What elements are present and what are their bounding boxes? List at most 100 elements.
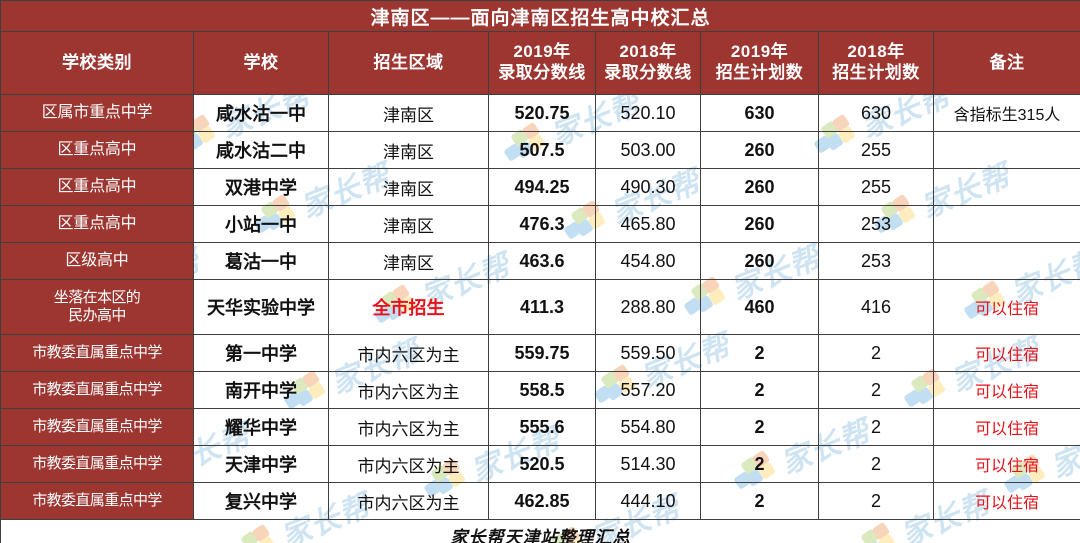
cell-plan-2019: 2 xyxy=(700,371,819,409)
cell-plan-2018: 255 xyxy=(818,131,934,169)
cell-category: 区重点高中 xyxy=(0,205,194,243)
column-header-note: 备注 xyxy=(932,31,1080,95)
cell-plan-2018: 2 xyxy=(818,334,934,372)
cell-score-2018: 503.00 xyxy=(595,131,701,169)
cell-area: 市内六区为主 xyxy=(328,371,489,409)
cell-area: 市内六区为主 xyxy=(328,408,489,446)
cell-score-2018: 444.10 xyxy=(595,482,701,520)
cell-area: 津南区 xyxy=(328,94,489,132)
cell-score-2018: 454.80 xyxy=(595,242,701,280)
table-row: 区重点高中 双港中学 津南区 494.25 490.30 260 255 xyxy=(0,168,1080,206)
column-header-line1: 2019年 xyxy=(513,42,571,62)
cell-plan-2018: 2 xyxy=(818,445,934,483)
cell-plan-2019: 260 xyxy=(700,131,819,169)
cell-note xyxy=(932,205,1080,243)
cell-plan-2018: 2 xyxy=(818,371,934,409)
column-header-score2019: 2019年 录取分数线 xyxy=(488,31,596,95)
cell-plan-2019: 2 xyxy=(700,445,819,483)
cell-score-2019: 555.6 xyxy=(488,408,596,446)
cell-plan-2018: 253 xyxy=(818,205,934,243)
column-header-school: 学校 xyxy=(193,31,329,95)
cell-school: 复兴中学 xyxy=(193,482,329,520)
cell-score-2018: 514.30 xyxy=(595,445,701,483)
cell-score-2019: 507.5 xyxy=(488,131,596,169)
column-header-line1: 2018年 xyxy=(847,42,905,62)
cell-plan-2019: 260 xyxy=(700,168,819,206)
table-row: 坐落在本区的 民办高中 天华实验中学 全市招生 411.3 288.80 460 416 可以住… xyxy=(0,279,1080,335)
cell-score-2019: 558.5 xyxy=(488,371,596,409)
cell-school: 耀华中学 xyxy=(193,408,329,446)
column-header-area: 招生区域 xyxy=(328,31,489,95)
cell-school: 咸水沽二中 xyxy=(193,131,329,169)
cell-category: 市教委直属重点中学 xyxy=(0,482,194,520)
cell-area: 全市招生 xyxy=(328,279,489,335)
column-header-plan2019: 2019年 招生计划数 xyxy=(700,31,819,95)
cell-area: 津南区 xyxy=(328,131,489,169)
column-header-line2: 招生计划数 xyxy=(832,63,920,82)
cell-area: 市内六区为主 xyxy=(328,334,489,372)
cell-area: 津南区 xyxy=(328,242,489,280)
cell-category: 坐落在本区的 民办高中 xyxy=(0,279,194,335)
column-header-label: 招生区域 xyxy=(373,52,444,72)
table-row: 区重点高中 小站一中 津南区 476.3 465.80 260 253 xyxy=(0,205,1080,243)
column-header-line1: 2018年 xyxy=(619,42,677,62)
table-title: 津南区——面向津南区招生高中校汇总 xyxy=(0,0,1080,32)
cell-note: 含指标生315人 xyxy=(932,94,1080,132)
cell-school: 咸水沽一中 xyxy=(193,94,329,132)
cell-school: 双港中学 xyxy=(193,168,329,206)
footer-credit: 家长帮天津站整理汇总 xyxy=(0,519,1080,543)
table-row: 市教委直属重点中学 耀华中学 市内六区为主 555.6 554.80 2 2 可以住宿 xyxy=(0,408,1080,446)
cell-area: 市内六区为主 xyxy=(328,445,489,483)
cell-plan-2019: 260 xyxy=(700,242,819,280)
cell-plan-2019: 2 xyxy=(700,334,819,372)
cell-score-2018: 554.80 xyxy=(595,408,701,446)
table-row: 区属市重点中学 咸水沽一中 津南区 520.75 520.10 630 630 含指标生315… xyxy=(0,94,1080,132)
cell-category: 市教委直属重点中学 xyxy=(0,334,194,372)
column-header-line1: 2019年 xyxy=(730,42,789,62)
cell-school: 天津中学 xyxy=(193,445,329,483)
cell-score-2018: 557.20 xyxy=(595,371,701,409)
cell-category: 区级高中 xyxy=(0,242,194,280)
column-header-label: 备注 xyxy=(989,52,1025,72)
column-header-score2018: 2018年 录取分数线 xyxy=(595,31,701,95)
cell-score-2019: 520.75 xyxy=(488,94,596,132)
cell-score-2019: 494.25 xyxy=(488,168,596,206)
cell-plan-2018: 630 xyxy=(818,94,934,132)
column-header-line2: 录取分数线 xyxy=(604,63,692,82)
cell-score-2019: 559.75 xyxy=(488,334,596,372)
cell-school: 南开中学 xyxy=(193,371,329,409)
cell-score-2018: 490.30 xyxy=(595,168,701,206)
cell-plan-2019: 2 xyxy=(700,408,819,446)
cell-note: 可以住宿 xyxy=(932,279,1080,335)
column-header-line2: 招生计划数 xyxy=(715,63,804,82)
cell-score-2019: 411.3 xyxy=(488,279,596,335)
cell-note: 可以住宿 xyxy=(932,371,1080,409)
cell-plan-2019: 630 xyxy=(700,94,819,132)
cell-category-line2: 民办高中 xyxy=(68,307,126,324)
cell-note xyxy=(932,168,1080,206)
cell-category: 区重点高中 xyxy=(0,168,194,206)
table-row: 区级高中 葛沽一中 津南区 463.6 454.80 260 253 xyxy=(0,242,1080,280)
column-header-label: 学校 xyxy=(243,52,279,72)
cell-category: 区属市重点中学 xyxy=(0,94,194,132)
cell-note: 可以住宿 xyxy=(932,445,1080,483)
cell-plan-2018: 253 xyxy=(818,242,934,280)
table-row: 区重点高中 咸水沽二中 津南区 507.5 503.00 260 255 xyxy=(0,131,1080,169)
column-header-category: 学校类别 xyxy=(0,31,194,95)
cell-category: 市教委直属重点中学 xyxy=(0,408,194,446)
cell-area: 津南区 xyxy=(328,205,489,243)
table-row: 市教委直属重点中学 第一中学 市内六区为主 559.75 559.50 2 2 可以住宿 xyxy=(0,334,1080,372)
cell-score-2019: 520.5 xyxy=(488,445,596,483)
table-row: 市教委直属重点中学 南开中学 市内六区为主 558.5 557.20 2 2 可以住宿 xyxy=(0,371,1080,409)
table-row: 市教委直属重点中学 天津中学 市内六区为主 520.5 514.30 2 2 可以住宿 xyxy=(0,445,1080,483)
cell-score-2019: 463.6 xyxy=(488,242,596,280)
cell-score-2019: 476.3 xyxy=(488,205,596,243)
header-row: 学校类别 学校 招生区域 2019年 录取分数线 2018年 录取分数线 2019年 招生计划数… xyxy=(0,31,1080,95)
cell-score-2018: 520.10 xyxy=(595,94,701,132)
cell-plan-2018: 416 xyxy=(818,279,934,335)
cell-area: 市内六区为主 xyxy=(328,482,489,520)
title-row: 津南区——面向津南区招生高中校汇总 xyxy=(0,0,1080,32)
cell-category: 市教委直属重点中学 xyxy=(0,371,194,409)
cell-note: 可以住宿 xyxy=(932,482,1080,520)
